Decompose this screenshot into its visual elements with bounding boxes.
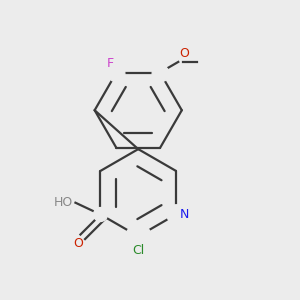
Text: O: O [73, 237, 83, 250]
Text: Cl: Cl [132, 244, 144, 256]
Text: F: F [106, 57, 113, 70]
Text: N: N [179, 208, 189, 221]
Text: HO: HO [53, 196, 73, 209]
Text: O: O [180, 47, 190, 60]
